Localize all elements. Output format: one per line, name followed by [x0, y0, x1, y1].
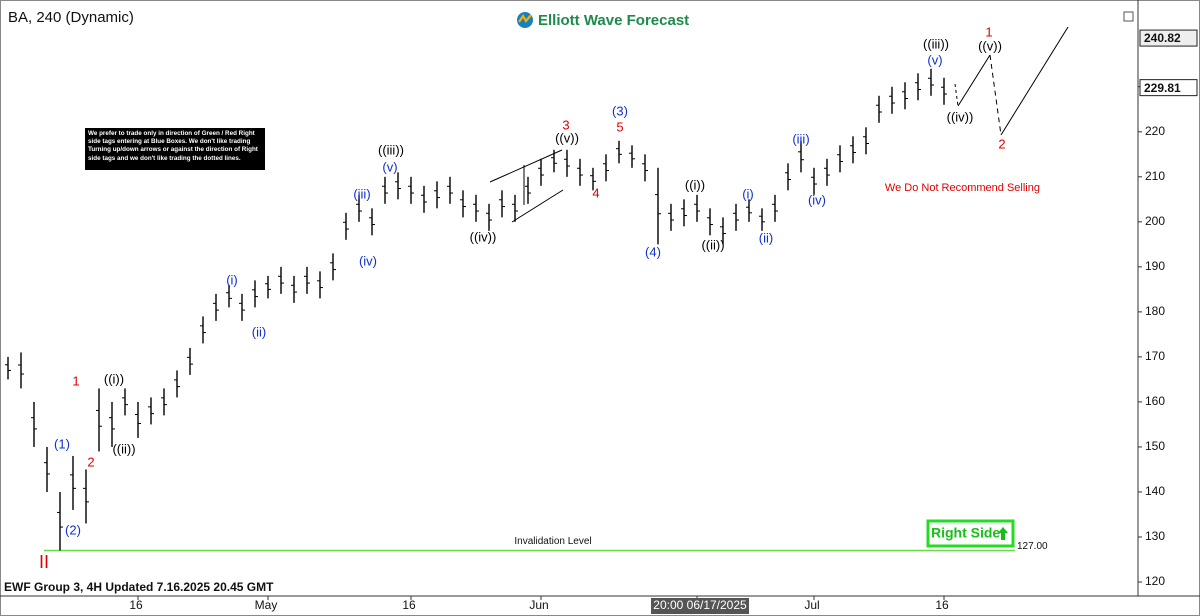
y-tick-label: 160	[1145, 394, 1165, 408]
y-tick-label: 190	[1145, 259, 1165, 273]
wave-label: (iii)	[792, 131, 809, 146]
y-tick-label: 210	[1145, 169, 1165, 183]
note-line: We prefer to trade only in direction of …	[88, 130, 255, 137]
wave-label: II	[39, 552, 49, 572]
y-tick-label: 120	[1145, 574, 1165, 588]
wave-label: ((v))	[555, 130, 579, 145]
y-tick-label: 170	[1145, 349, 1165, 363]
note-line: Turning up/down arrows or against the di…	[88, 146, 258, 154]
level-name: Invalidation Level	[514, 536, 591, 547]
wave-label: ((iv))	[470, 229, 497, 244]
wave-label: (iv)	[359, 253, 377, 268]
wave-label: (i)	[742, 186, 754, 201]
wave-label: 4	[592, 185, 599, 200]
y-tick-label: 130	[1145, 529, 1165, 543]
channel-line	[489, 149, 563, 183]
price-tag-label: 229.81	[1144, 81, 1181, 95]
brand-name: Elliott Wave Forecast	[538, 12, 689, 29]
projection-line	[957, 54, 991, 107]
wave-label: 1	[985, 24, 992, 39]
footer-text: EWF Group 3, 4H Updated 7.16.2025 20.45 …	[4, 580, 274, 594]
wave-label: ((v))	[978, 38, 1002, 53]
y-tick-label: 200	[1145, 214, 1165, 228]
x-tick-label: 16	[402, 598, 416, 612]
x-tick-label: Jun	[529, 598, 548, 612]
right-side-box	[926, 519, 1015, 548]
x-tick-label: Jul	[804, 598, 819, 612]
right-side-tag: Right Side	[926, 519, 1015, 548]
wave-label: ((ii))	[701, 237, 724, 252]
y-tick-label: 150	[1145, 439, 1165, 453]
wave-label: 1	[72, 373, 79, 388]
wave-label: (iii)	[353, 186, 370, 201]
wave-label: (ii)	[759, 230, 773, 245]
x-tick-label: 16	[129, 598, 143, 612]
wave-label: 3	[562, 117, 569, 132]
projection-dashed	[989, 54, 1002, 136]
note-line: side tags and we don't like trading the …	[88, 154, 241, 162]
right-side-label: Right Side	[931, 525, 1000, 541]
wave-label: (v)	[927, 52, 942, 67]
channel-line	[511, 189, 564, 223]
warning-text: We Do Not Recommend Selling	[885, 182, 1040, 194]
wave-label: ((iii))	[378, 142, 404, 157]
projection-dashed	[954, 83, 959, 107]
price-tag-box	[1139, 29, 1198, 47]
wave-label: (iv)	[808, 192, 826, 207]
y-tick-label: 220	[1145, 124, 1165, 138]
wave-label: (2)	[65, 522, 81, 537]
crosshair-label-bg	[651, 598, 749, 614]
wave-label: ((ii))	[112, 441, 135, 456]
chart-title: BA, 240 (Dynamic)	[8, 9, 134, 26]
logo-wave	[518, 13, 532, 23]
wave-label: (ii)	[252, 324, 266, 339]
projection-line	[1000, 26, 1069, 136]
wave-label: (4)	[645, 244, 661, 259]
up-arrow-icon	[998, 527, 1008, 540]
note-line: side tags entering at Blue Boxes. We don…	[88, 138, 251, 146]
wave-label: ((i))	[685, 177, 705, 192]
price-tag-box	[1139, 79, 1198, 97]
level-label: 127.00	[1017, 541, 1048, 552]
x-tick-label: May	[255, 598, 278, 612]
wave-label: (3)	[612, 103, 628, 118]
note-box: We prefer to trade only in direction of …	[85, 128, 265, 170]
y-tick-label: 180	[1145, 304, 1165, 318]
wave-label: ((i))	[104, 371, 124, 386]
wave-label: ((iii))	[923, 36, 949, 51]
x-tick-label: 20:00 06/17/2025	[653, 598, 747, 612]
wave-label: (v)	[382, 159, 397, 174]
settings-icon[interactable]	[1123, 11, 1134, 22]
x-tick-label: 16	[935, 598, 949, 612]
wave-label: 2	[998, 136, 1005, 151]
wave-label: 2	[87, 454, 94, 469]
wave-label: ((iv))	[947, 109, 974, 124]
price-tag-label: 240.82	[1144, 31, 1181, 45]
y-tick-label: 140	[1145, 484, 1165, 498]
wave-label: (i)	[226, 272, 238, 287]
wave-label: 5	[616, 119, 623, 134]
brand-logo: Elliott Wave Forecast	[517, 12, 689, 29]
wave-label: (1)	[54, 436, 70, 451]
